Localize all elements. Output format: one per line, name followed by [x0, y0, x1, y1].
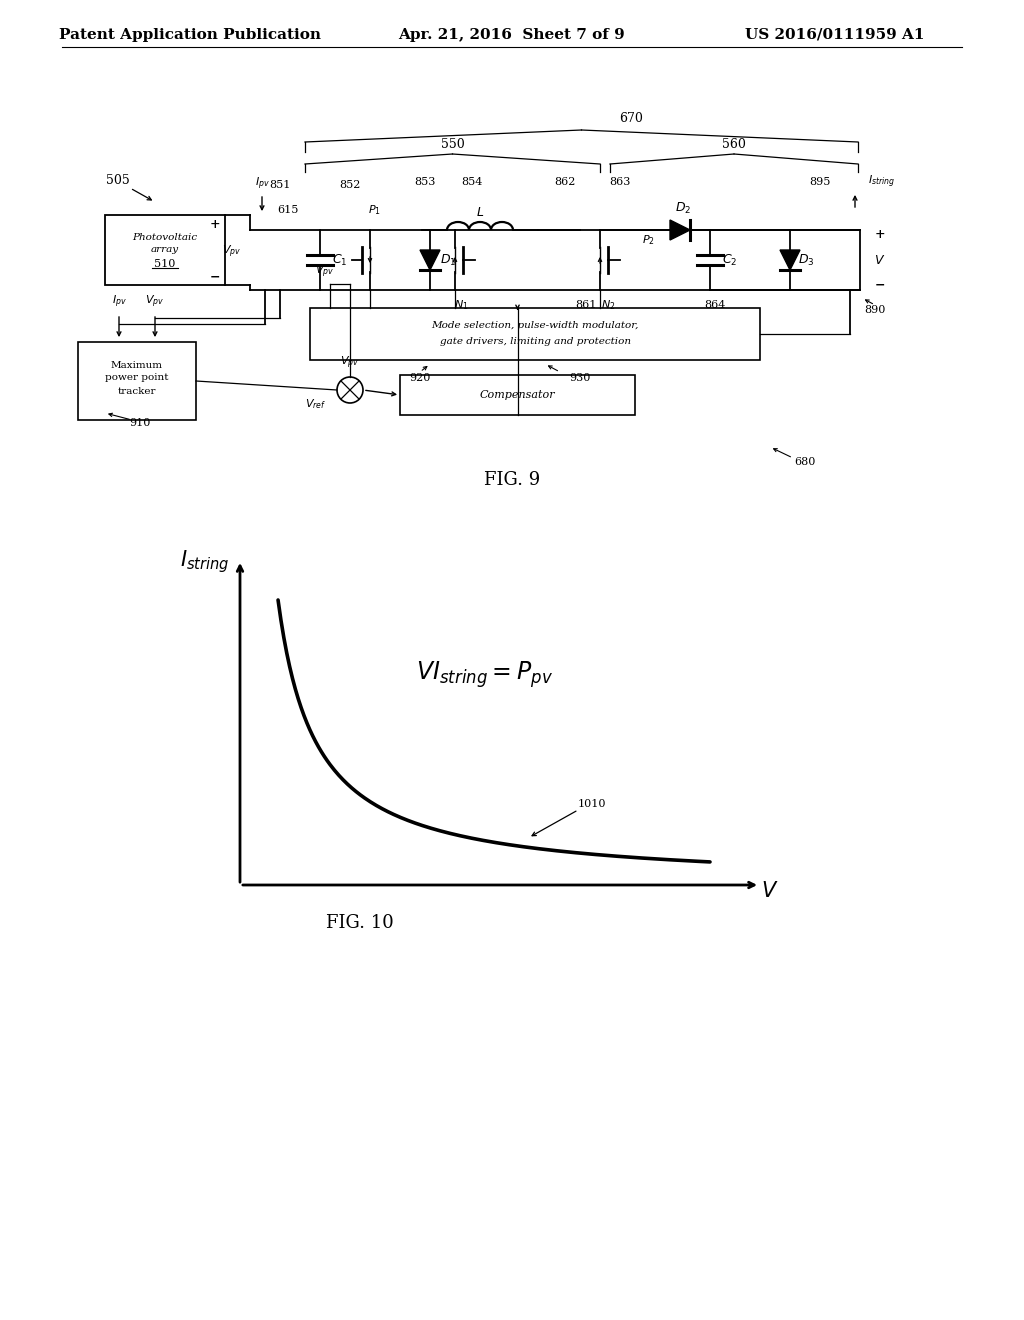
Text: $V_{pv}$: $V_{pv}$	[145, 294, 165, 310]
Text: FIG. 9: FIG. 9	[484, 471, 540, 488]
Text: 510: 510	[155, 259, 176, 269]
Text: 852: 852	[339, 180, 360, 190]
Text: Patent Application Publication: Patent Application Publication	[59, 28, 321, 42]
Text: Photovoltaic: Photovoltaic	[132, 234, 198, 243]
Text: $C_1$: $C_1$	[332, 252, 348, 268]
Text: $I_{pv}$: $I_{pv}$	[255, 176, 269, 193]
Text: Mode selection, pulse-width modulator,: Mode selection, pulse-width modulator,	[431, 321, 639, 330]
Bar	[400, 375, 635, 414]
Text: $VI_{string} = P_{pv}$: $VI_{string} = P_{pv}$	[417, 660, 554, 690]
Text: $V_{ref}$: $V_{ref}$	[305, 397, 327, 411]
Text: $N_1$: $N_1$	[454, 298, 468, 312]
Polygon shape	[780, 249, 800, 271]
Text: gate drivers, limiting and protection: gate drivers, limiting and protection	[439, 338, 631, 346]
Text: Compensator: Compensator	[479, 389, 555, 400]
Text: US 2016/0111959 A1: US 2016/0111959 A1	[745, 28, 925, 42]
Text: 1010: 1010	[578, 799, 605, 809]
Polygon shape	[670, 220, 690, 240]
Text: −: −	[210, 271, 220, 284]
Text: $I_{string}$: $I_{string}$	[868, 174, 895, 190]
Text: $V$: $V$	[874, 253, 886, 267]
Text: 505: 505	[106, 173, 130, 186]
Text: $I_{string}$: $I_{string}$	[180, 549, 230, 576]
Text: $V_{pv}$: $V_{pv}$	[315, 264, 335, 280]
Text: $P_1$: $P_1$	[368, 203, 381, 216]
Text: $L$: $L$	[476, 206, 484, 219]
Text: $P_2$: $P_2$	[642, 234, 654, 247]
Text: 861: 861	[575, 300, 597, 310]
Text: $D_3$: $D_3$	[798, 252, 814, 268]
Text: 854: 854	[462, 177, 482, 187]
Bar	[310, 308, 760, 360]
Text: power point: power point	[105, 372, 169, 381]
Text: 615: 615	[278, 205, 299, 215]
Text: +: +	[210, 219, 220, 231]
Text: +: +	[874, 228, 886, 242]
Bar	[105, 215, 225, 285]
Text: $V_{pv}$: $V_{pv}$	[340, 355, 359, 371]
Text: FIG. 10: FIG. 10	[326, 913, 394, 932]
Text: tracker: tracker	[118, 387, 157, 396]
Text: $C_2$: $C_2$	[722, 252, 737, 268]
Text: 930: 930	[569, 374, 591, 383]
Text: $I_{pv}$: $I_{pv}$	[112, 294, 126, 310]
Text: 862: 862	[554, 177, 575, 187]
Text: 864: 864	[705, 300, 726, 310]
Text: 853: 853	[415, 177, 435, 187]
Text: 670: 670	[620, 111, 643, 124]
Text: $D_1$: $D_1$	[440, 252, 456, 268]
Text: $V$: $V$	[761, 880, 778, 902]
Text: 890: 890	[864, 305, 886, 315]
Text: −: −	[874, 279, 886, 292]
Text: 910: 910	[129, 418, 151, 428]
Text: 863: 863	[609, 177, 631, 187]
Text: 560: 560	[722, 137, 745, 150]
Text: 920: 920	[410, 374, 431, 383]
Text: $V_{pv}$: $V_{pv}$	[222, 244, 242, 260]
Text: 851: 851	[269, 180, 291, 190]
Text: $N_2$: $N_2$	[601, 298, 615, 312]
Text: 895: 895	[809, 177, 830, 187]
Text: array: array	[151, 246, 179, 255]
Text: 550: 550	[440, 137, 464, 150]
Bar	[78, 342, 196, 420]
Polygon shape	[420, 249, 440, 271]
Text: 680: 680	[795, 457, 816, 467]
Text: Apr. 21, 2016  Sheet 7 of 9: Apr. 21, 2016 Sheet 7 of 9	[398, 28, 626, 42]
Text: Maximum: Maximum	[111, 360, 163, 370]
Text: $D_2$: $D_2$	[675, 201, 691, 215]
